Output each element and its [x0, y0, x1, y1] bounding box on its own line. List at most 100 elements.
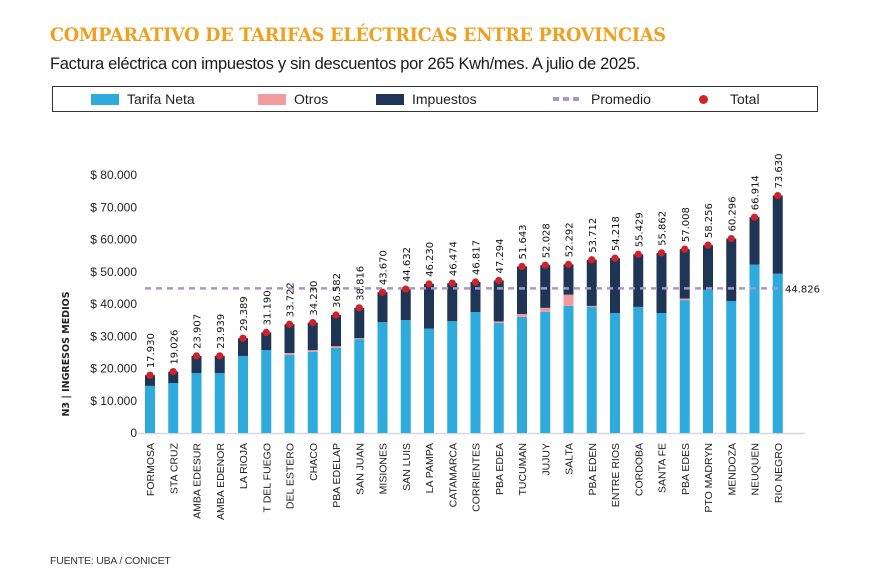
total-dot: [750, 213, 759, 221]
total-dot: [681, 245, 689, 253]
tarifa-neta-segment: [726, 301, 737, 433]
category-label: AMBA EDENOR: [215, 443, 227, 520]
y-tick-label: $ 20.000: [90, 362, 137, 376]
tarifa-neta-segment: [703, 289, 713, 433]
category-label: MENDOZA: [726, 443, 738, 496]
total-value-label: 60.296: [727, 197, 738, 232]
category-labels: FORMOSA STA CRUZ AMBA EDESUR AMBA EDENOR LA …: [145, 442, 785, 520]
category-label: FORMOSA: [145, 443, 157, 496]
total-dot: [704, 241, 712, 249]
tarifa-neta-segment: [238, 355, 248, 433]
category-label: DEL ESTERO: [285, 443, 297, 509]
otros-swatch-icon: [258, 93, 286, 105]
impuestos-segment: [517, 266, 527, 314]
total-value-label: 36.582: [332, 273, 343, 308]
tarifa-neta-segment: [424, 328, 434, 433]
impuestos-segment: [540, 265, 551, 308]
category-label: STA CRUZ: [168, 442, 180, 494]
total-value-label: 53.712: [588, 218, 599, 253]
impuestos-segment: [563, 264, 574, 295]
category-label: MISIONES: [378, 443, 390, 494]
category-label: ENTRE RIOS: [610, 443, 622, 507]
tarifa-neta-segment: [749, 264, 760, 433]
category-label: LA PAMPA: [424, 443, 436, 493]
total-value-label: 52.292: [565, 222, 576, 257]
impuestos-segment: [749, 217, 760, 265]
legend-item-otros: Otros: [258, 87, 328, 111]
category-label: PBA EDELAP: [331, 443, 343, 508]
legend-label: Otros: [294, 91, 329, 107]
impuestos-segment: [377, 292, 388, 323]
category-label: T DEL FUEGO: [261, 443, 273, 512]
total-dot: [588, 256, 596, 264]
impuestos-segment: [470, 282, 481, 313]
category-label: CORDOBA: [633, 443, 645, 496]
total-dot: [541, 261, 549, 269]
total-value-label: 46.474: [448, 241, 459, 276]
total-dot: [169, 368, 177, 376]
total-dot: [657, 249, 666, 257]
category-label: SAN LUIS: [401, 443, 413, 491]
total-value-label: 17.930: [146, 333, 157, 368]
average-label: 44.826: [785, 284, 820, 295]
total-value-label: 57.008: [681, 207, 692, 242]
y-tick-label: 0: [130, 426, 137, 440]
total-dot: [192, 352, 201, 360]
y-tick-label: $ 70.000: [90, 200, 137, 214]
tarifa-neta-segment: [772, 273, 783, 433]
category-label: SAN JUAN: [354, 443, 366, 495]
y-tick-label: $ 30.000: [90, 329, 137, 343]
total-value-label: 38.816: [355, 266, 366, 301]
tarifa-neta-segment: [214, 373, 225, 433]
tarifa-neta-segment: [377, 322, 388, 433]
tarifa-neta-segment: [610, 313, 620, 433]
total-value-label: 55.429: [634, 212, 645, 247]
y-tick-label: $ 40.000: [90, 297, 137, 311]
impuestos-segment: [424, 283, 434, 329]
tarifa-neta-segment: [679, 300, 690, 433]
total-value-label: 29.389: [239, 296, 250, 331]
dashed-line-icon: [553, 97, 581, 101]
impuestos-segment: [307, 322, 318, 351]
category-label: PBA EDEN: [587, 443, 599, 496]
tarifa-neta-segment: [400, 320, 411, 433]
tarifa-neta-segment: [586, 306, 597, 433]
category-label: PBA EDEA: [494, 443, 506, 495]
total-value-label: 19.026: [169, 330, 180, 365]
category-label: NEUQUEN: [750, 443, 762, 496]
y-tick-label: $ 50.000: [90, 265, 137, 279]
category-label: CHACO: [308, 443, 320, 481]
tarifa-neta-segment: [331, 347, 341, 433]
otros-segment: [586, 305, 597, 307]
total-value-label: 33.722: [286, 282, 297, 317]
tarifa-neta-segment: [633, 306, 644, 433]
total-value-label: 73.630: [774, 154, 785, 189]
category-label: SALTA: [564, 443, 576, 475]
category-label: PBA EDES: [680, 443, 692, 495]
total-dots: [146, 191, 782, 379]
total-dot: [727, 234, 735, 243]
total-dot: [471, 278, 480, 286]
total-value-label: 23.907: [193, 314, 204, 349]
impuestos-segment: [493, 280, 504, 322]
category-label: SANTA FE: [657, 443, 669, 493]
impuestos-segment: [168, 371, 179, 384]
total-dot: [774, 191, 782, 200]
total-dot: [425, 280, 433, 288]
tarifa-neta-segment: [145, 385, 155, 433]
category-label: CATAMARCA: [447, 443, 459, 507]
impuestos-segment: [191, 355, 202, 374]
total-dot: [239, 334, 247, 342]
legend-item-total: Total: [699, 87, 760, 111]
otros-segment: [307, 350, 318, 352]
impuestos-segment: [261, 332, 272, 351]
total-labels: 17.930 19.026 23.907 23.939 29.389 31.190 33.7…: [146, 154, 785, 369]
legend-label: Promedio: [591, 91, 651, 107]
total-dot: [564, 260, 573, 268]
impuestos-segment: [214, 355, 225, 374]
otros-segment: [284, 353, 295, 355]
tarifa-neta-segment: [656, 313, 667, 433]
total-value-label: 52.028: [541, 223, 552, 258]
legend-item-promedio: Promedio: [553, 87, 651, 111]
total-value-label: 44.632: [402, 247, 413, 282]
